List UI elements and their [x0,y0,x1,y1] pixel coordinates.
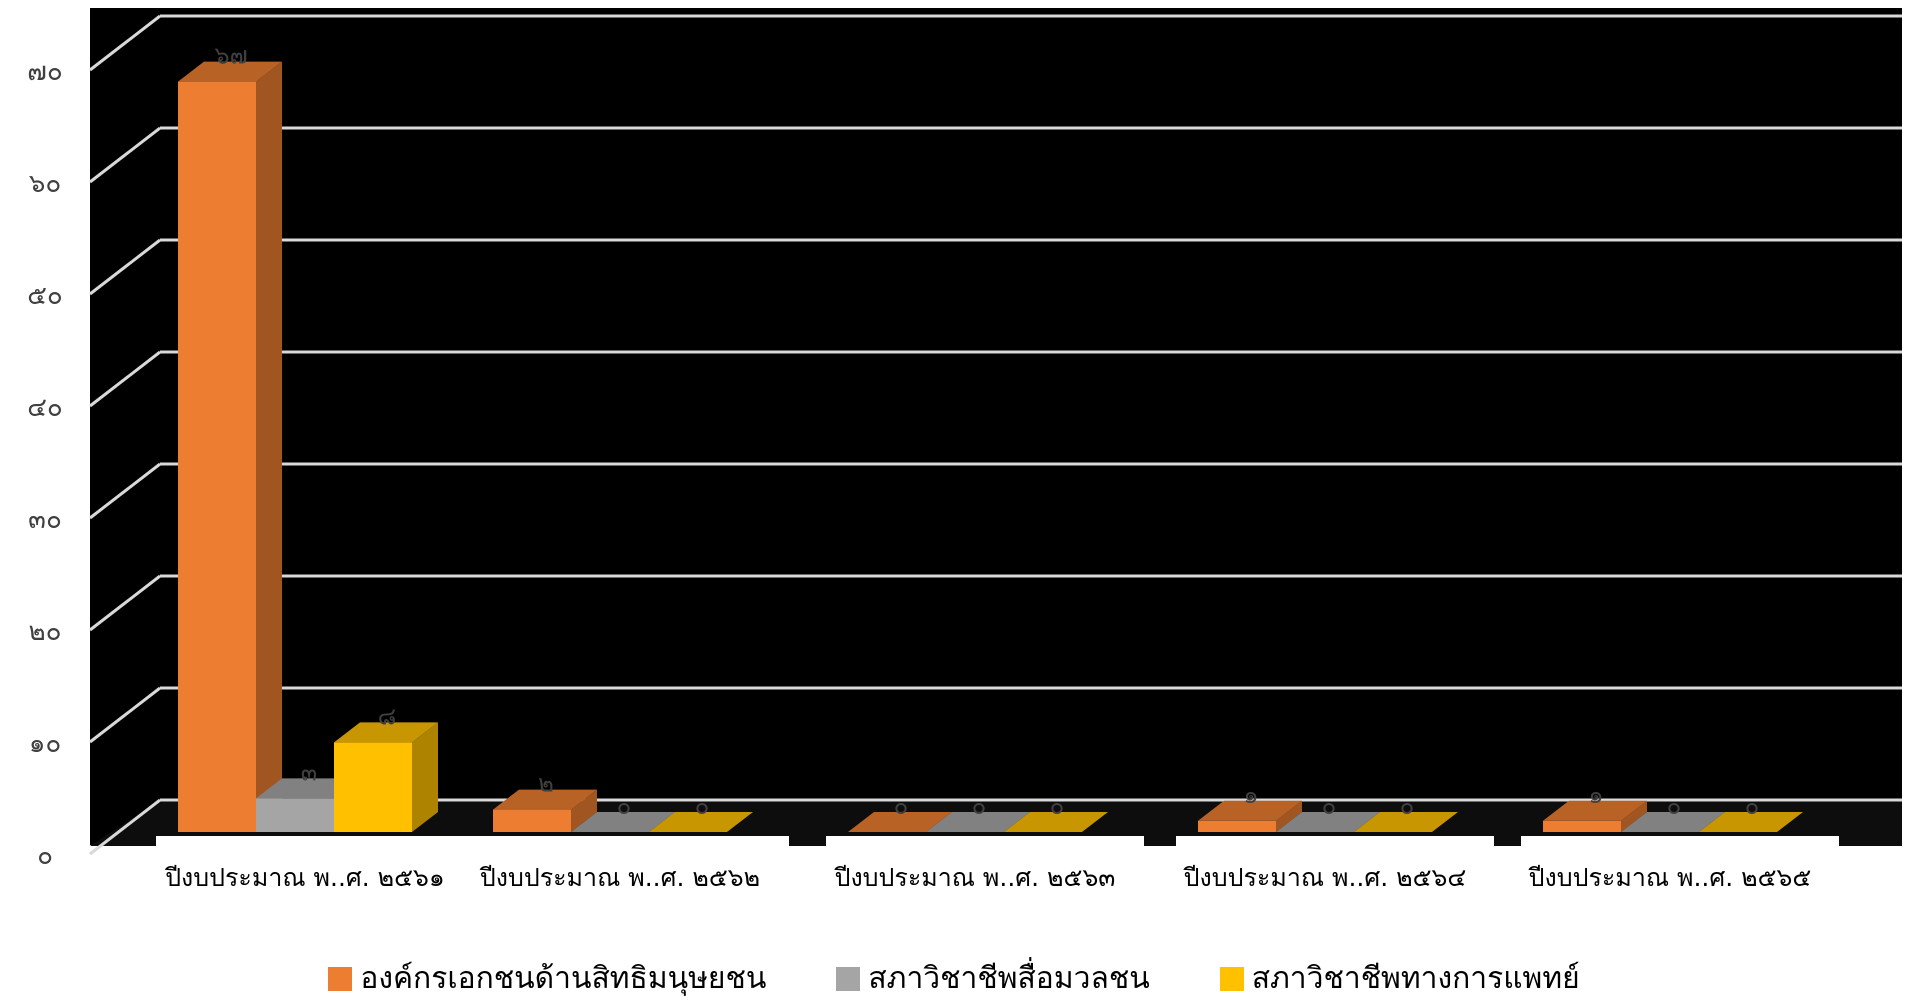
data-label-s2-c4: ๐ [1745,792,1760,820]
legend-swatch-ngo [328,966,353,991]
legend-item-ngo: องค์กรเอกชนด้านสิทธิมนุษยชน [328,955,766,1002]
plot-background [90,8,1902,845]
bar-front-s0-c0 [178,81,256,833]
data-label-s0-c1: ๒ [538,770,554,798]
data-label-s1-c4: ๐ [1667,792,1682,820]
data-label-s0-c3: ๑ [1243,781,1258,809]
bar-top-s1-c2 [926,812,1030,832]
data-label-s1-c2: ๐ [972,792,987,820]
legend-swatch-medical [1219,966,1244,991]
data-label-s2-c0: ๘ [378,702,397,730]
x-tick-label-1: ปีงบประมาณ พ..ศ. ๒๕๖๒ [479,863,760,892]
bar-side-s0-c1 [571,789,597,832]
x-tick-label-4: ปีงบประมาณ พ..ศ. ๒๕๖๕ [1528,863,1811,892]
bar-side-s0-c3 [1276,800,1302,832]
bar-front-s0-c1 [493,809,571,832]
gridline-diagonal-4 [89,350,161,408]
legend-swatch-media [836,966,861,991]
data-label-s0-c4: ๑ [1588,781,1603,809]
legend-item-media: สภาวิชาชีพสื่อมวลชน [836,955,1150,1002]
bar-top-s1-c4 [1621,812,1725,832]
data-label-s2-c1: ๐ [695,792,710,820]
bar-top-s0-c4 [1543,800,1647,821]
y-tick-label-4: ๔๐ [27,393,63,423]
bar-top-s0-c3 [1198,800,1302,821]
y-tick-label-2: ๒๐ [28,617,61,647]
y-tick-label-5: ๕๐ [27,281,63,311]
bar-front-s1-c0 [256,798,334,832]
bar-top-s2-c0 [334,722,438,743]
gridline-diagonal-7 [89,14,161,72]
gridline-diagonal-2 [89,574,161,632]
y-tick-label-3: ๓๐ [28,505,62,535]
gridline-diagonal-1 [89,686,161,744]
bar-top-s0-c2 [848,812,952,832]
data-label-s2-c3: ๐ [1400,792,1415,820]
x-tick-box-2 [826,836,1144,876]
gridline-diagonal-3 [89,462,161,520]
gridline-diagonal-5 [89,238,161,296]
bar-front-s2-c0 [334,742,412,832]
bar-side-s0-c0 [256,61,282,833]
data-label-s1-c3: ๐ [1322,792,1337,820]
legend-item-medical: สภาวิชาชีพทางการแพทย์ [1219,955,1580,1002]
x-tick-box-0 [156,836,474,876]
gridline-diagonal-0 [89,798,161,856]
x-tick-label-0: ปีงบประมาณ พ..ศ. ๒๕๖๑ [165,863,445,892]
data-label-s0-c0: ๖๗ [214,42,247,70]
data-label-s2-c2: ๐ [1050,792,1065,820]
bar-top-s2-c1 [649,812,753,832]
legend-label-media: สภาวิชาชีพสื่อมวลชน [868,961,1150,996]
y-tick-label-7: ๗๐ [27,57,62,87]
y-tick-label-0: ๐ [37,841,53,871]
data-label-s1-c0: ๓ [301,758,317,786]
legend: องค์กรเอกชนด้านสิทธิมนุษยชน สภาวิชาชีพสื… [0,955,1908,1002]
bar-top-s0-c1 [493,789,597,810]
x-tick-box-3 [1176,836,1494,876]
bar-top-s2-c2 [1004,812,1108,832]
bar-side-s2-c0 [412,722,438,832]
x-tick-box-1 [471,836,789,876]
y-tick-label-1: ๑๐ [29,729,61,759]
legend-label-ngo: องค์กรเอกชนด้านสิทธิมนุษยชน [360,961,767,996]
bar-top-s1-c1 [571,812,675,832]
gridline-diagonal-6 [89,126,161,184]
y-tick-label-6: ๖๐ [29,169,61,199]
x-tick-label-3: ปีงบประมาณ พ..ศ. ๒๕๖๔ [1183,863,1466,892]
bar-top-s1-c3 [1276,812,1380,832]
bar-top-s2-c4 [1699,812,1803,832]
bar-front-s0-c4 [1543,820,1621,832]
bar-front-s0-c3 [1198,820,1276,832]
data-label-s1-c1: ๐ [617,792,632,820]
x-tick-box-4 [1521,836,1839,876]
bar-top-s2-c3 [1354,812,1458,832]
bar-top-s0-c0 [178,61,282,82]
legend-label-medical: สภาวิชาชีพทางการแพทย์ [1251,961,1580,996]
data-label-s0-c2: ๐ [894,792,909,820]
bar-side-s0-c4 [1621,800,1647,832]
x-tick-label-2: ปีงบประมาณ พ..ศ. ๒๕๖๓ [834,863,1115,892]
